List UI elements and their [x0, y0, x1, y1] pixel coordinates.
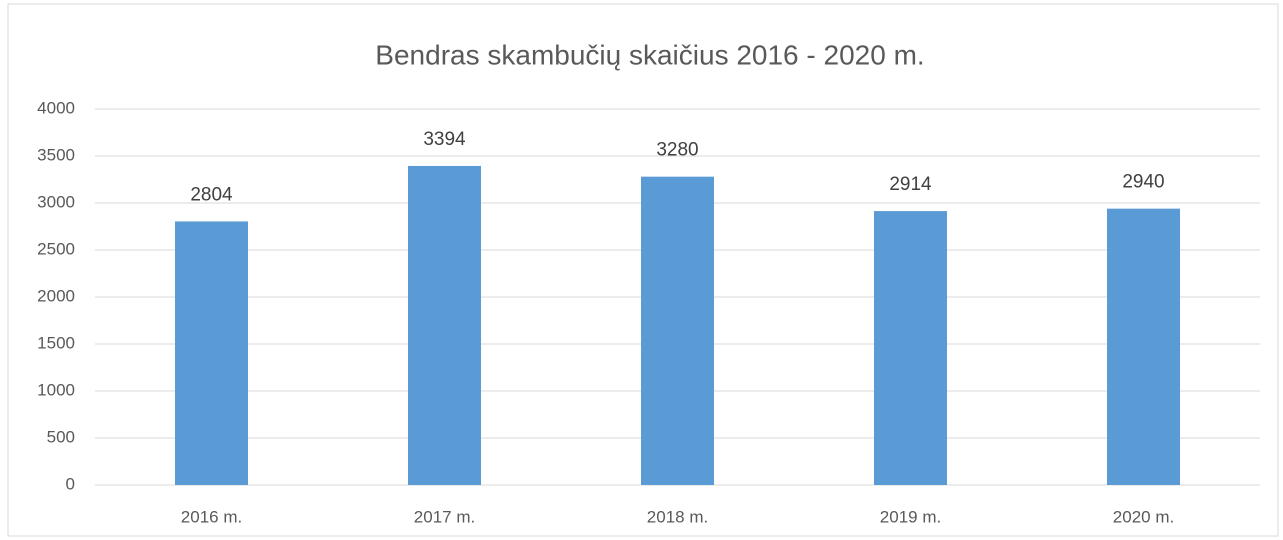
- y-tick-label: 1000: [37, 380, 75, 399]
- y-tick-label: 500: [47, 427, 75, 446]
- y-tick-label: 3000: [37, 192, 75, 211]
- data-label: 3280: [656, 140, 698, 161]
- x-tick-label: 2020 m.: [1113, 507, 1174, 526]
- x-tick-label: 2018 m.: [647, 507, 708, 526]
- chart-title: Bendras skambučių skaičius 2016 - 2020 m…: [375, 39, 924, 70]
- data-label: 2914: [889, 174, 932, 195]
- y-tick-label: 4000: [37, 98, 75, 117]
- y-tick-label: 2000: [37, 286, 75, 305]
- bar: [408, 165, 481, 486]
- y-tick-label: 1500: [37, 333, 75, 352]
- x-tick-label: 2019 m.: [880, 507, 941, 526]
- y-tick-label: 0: [66, 474, 75, 493]
- y-tick-label: 3500: [37, 145, 75, 164]
- bar: [874, 211, 947, 486]
- x-tick-label: 2016 m.: [181, 507, 242, 526]
- data-label: 2940: [1122, 172, 1164, 193]
- bar: [175, 221, 248, 485]
- data-label: 3394: [423, 129, 466, 150]
- bar: [1107, 208, 1180, 485]
- bar: [641, 176, 714, 485]
- y-tick-label: 2500: [37, 239, 75, 258]
- x-tick-label: 2017 m.: [414, 507, 475, 526]
- data-label: 2804: [190, 184, 233, 205]
